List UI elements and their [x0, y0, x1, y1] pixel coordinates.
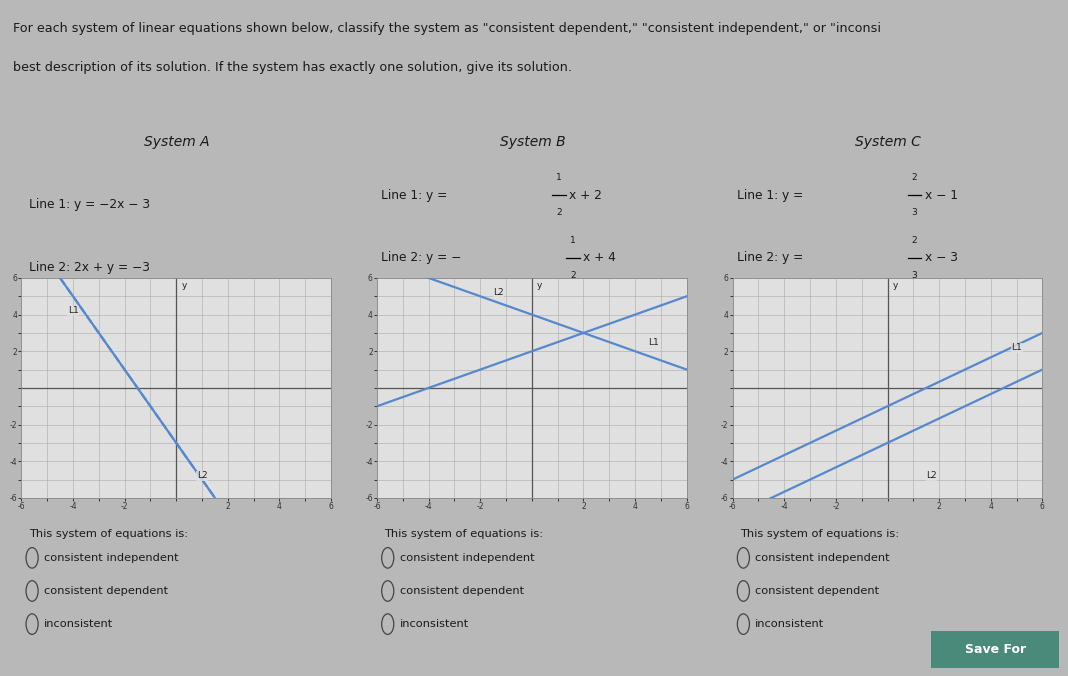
Text: System C: System C [855, 135, 921, 149]
Text: Line 1: y =: Line 1: y = [381, 189, 451, 201]
Text: y: y [893, 281, 898, 290]
Text: inconsistent: inconsistent [755, 619, 824, 629]
Text: This system of equations is:: This system of equations is: [384, 529, 544, 539]
Text: Line 1: y = −2x − 3: Line 1: y = −2x − 3 [29, 198, 150, 211]
Text: x + 2: x + 2 [569, 189, 602, 201]
Text: 1: 1 [556, 174, 562, 183]
Text: Save For: Save For [964, 643, 1026, 656]
Text: L1: L1 [648, 337, 659, 347]
Text: Line 2: y =: Line 2: y = [737, 251, 806, 264]
Text: Line 2: 2x + y = −3: Line 2: 2x + y = −3 [29, 261, 150, 274]
Text: x + 4: x + 4 [583, 251, 616, 264]
Text: Line 2: y = −: Line 2: y = − [381, 251, 461, 264]
Text: System B: System B [500, 135, 565, 149]
Text: L2: L2 [493, 288, 504, 297]
Text: consistent dependent: consistent dependent [755, 586, 879, 596]
Text: consistent dependent: consistent dependent [44, 586, 168, 596]
Text: Line 1: y =: Line 1: y = [737, 189, 806, 201]
Text: 3: 3 [912, 270, 917, 280]
Text: inconsistent: inconsistent [399, 619, 469, 629]
Text: 2: 2 [570, 270, 576, 280]
Text: best description of its solution. If the system has exactly one solution, give i: best description of its solution. If the… [13, 61, 571, 74]
Text: L1: L1 [67, 306, 79, 316]
Text: L1: L1 [1011, 343, 1022, 352]
Text: consistent dependent: consistent dependent [399, 586, 523, 596]
Text: System A: System A [144, 135, 209, 149]
Text: 2: 2 [556, 208, 562, 217]
Text: L2: L2 [197, 471, 207, 481]
Text: This system of equations is:: This system of equations is: [740, 529, 899, 539]
Text: 3: 3 [912, 208, 917, 217]
Text: 2: 2 [912, 174, 917, 183]
Text: y: y [182, 281, 187, 290]
Text: L2: L2 [926, 471, 937, 481]
Text: 2: 2 [912, 237, 917, 245]
Text: consistent independent: consistent independent [399, 553, 534, 563]
FancyBboxPatch shape [925, 629, 1066, 670]
Text: For each system of linear equations shown below, classify the system as "consist: For each system of linear equations show… [13, 22, 881, 34]
Text: y: y [537, 281, 543, 290]
Text: consistent independent: consistent independent [755, 553, 890, 563]
Text: consistent independent: consistent independent [44, 553, 178, 563]
Text: This system of equations is:: This system of equations is: [29, 529, 188, 539]
Text: 1: 1 [570, 237, 576, 245]
Text: x − 1: x − 1 [925, 189, 958, 201]
Text: inconsistent: inconsistent [44, 619, 113, 629]
Text: x − 3: x − 3 [925, 251, 958, 264]
